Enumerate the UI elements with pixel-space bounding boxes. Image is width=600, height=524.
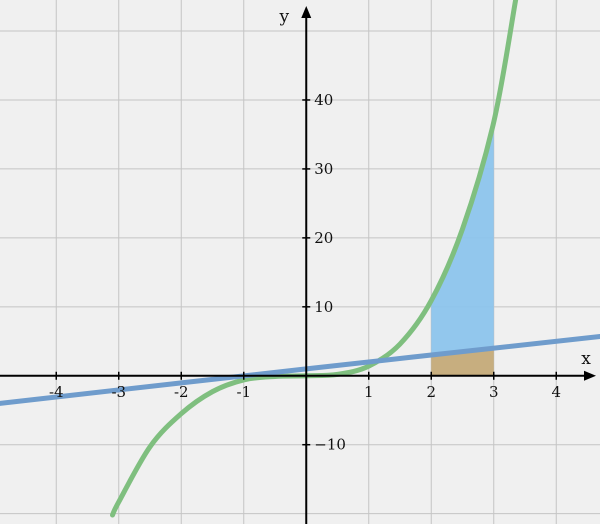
x-tick-label: -2 <box>174 383 189 401</box>
y-tick-label: 40 <box>314 91 333 109</box>
x-tick-label: 1 <box>364 383 374 401</box>
x-tick-label: -4 <box>49 383 64 401</box>
y-tick-label: 10 <box>314 298 333 316</box>
x-tick-label: 3 <box>489 383 499 401</box>
x-tick-label: -1 <box>236 383 251 401</box>
x-tick-label: 4 <box>551 383 561 401</box>
series-line <box>0 333 600 406</box>
y-axis-label: y <box>278 7 289 27</box>
y-tick-label: 30 <box>314 160 333 178</box>
x-tick-label: 2 <box>426 383 436 401</box>
x-tick-label: -3 <box>111 383 126 401</box>
x-axis-arrow <box>584 370 596 381</box>
y-axis-arrow <box>301 6 312 18</box>
y-tick-label: −10 <box>314 436 346 454</box>
x-axis-label: x <box>581 349 591 369</box>
axes <box>0 6 596 524</box>
y-tick-label: 20 <box>314 229 333 247</box>
tick-labels: -4 -3 -2 -1 1 2 3 4 −10 10 20 30 40 x y <box>49 7 591 454</box>
